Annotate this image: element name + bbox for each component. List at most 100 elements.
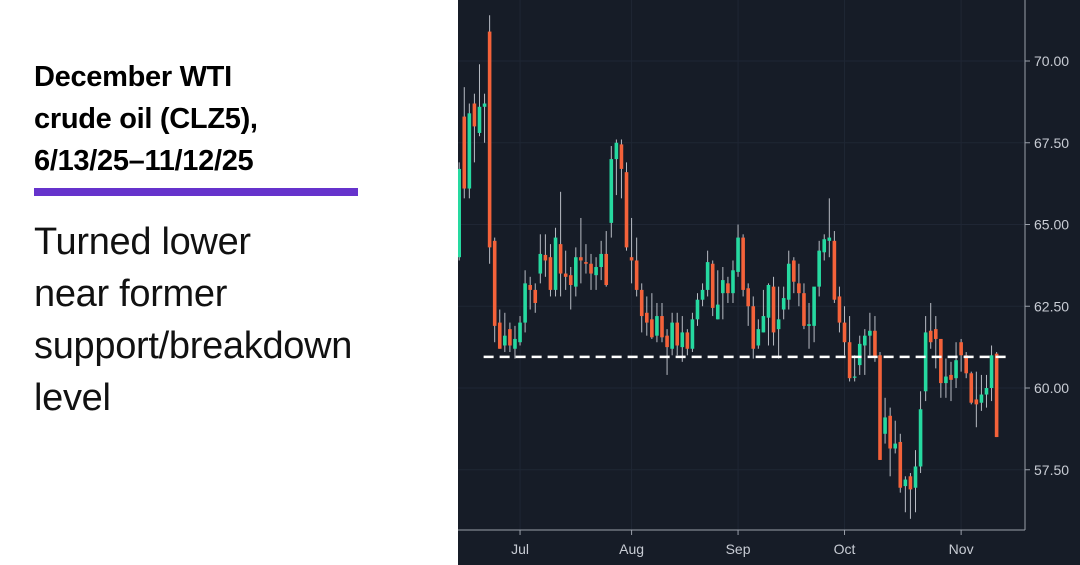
candle-body [939, 338, 943, 384]
y-tick-label: 62.50 [1034, 298, 1069, 314]
candle-body [949, 374, 953, 380]
y-tick-label: 67.50 [1034, 135, 1069, 151]
candle-body [908, 476, 913, 490]
candle-body [634, 260, 639, 290]
candle-body [508, 329, 512, 346]
y-tick-label: 60.00 [1034, 380, 1069, 396]
candle-body [878, 355, 882, 460]
candle-body [538, 253, 543, 274]
candle-body [802, 293, 806, 326]
candle-body [503, 335, 507, 346]
candle-body [492, 240, 497, 326]
candle-body [458, 168, 461, 258]
candle-body [857, 343, 862, 366]
candle-body [518, 322, 522, 343]
candle-body [852, 376, 857, 378]
candle-body [574, 257, 578, 287]
candle-body [883, 417, 887, 434]
candle-body [629, 257, 634, 261]
y-tick-label: 70.00 [1034, 53, 1069, 69]
annotation-line: Turned lower [34, 221, 251, 263]
candle-body [543, 254, 548, 261]
candle-body [994, 353, 999, 438]
candle-body [685, 332, 690, 349]
candle-body [487, 31, 492, 248]
candle-body [913, 466, 918, 488]
y-tick-label: 65.00 [1034, 217, 1069, 233]
candle-body [761, 316, 766, 333]
candle-body [812, 286, 816, 326]
candle-body [497, 322, 502, 349]
candle-body [822, 239, 827, 253]
chart-background [458, 0, 1080, 565]
chart-title: December WTI crude oil (CLZ5), 6/13/25–1… [34, 56, 434, 182]
candle-body [756, 329, 761, 346]
candle-body [533, 289, 538, 303]
candle-body [553, 237, 558, 290]
candle-body [609, 159, 614, 223]
candle-body [792, 260, 796, 282]
candle-body [660, 316, 664, 338]
candle-body [675, 322, 680, 346]
candle-body [599, 253, 603, 268]
candle-body [979, 394, 984, 403]
candle-body [731, 270, 735, 294]
annotation-line: near former [34, 273, 228, 315]
candle-body [944, 376, 948, 384]
candle-body [873, 330, 877, 357]
candle-body [959, 342, 963, 356]
title-line: 6/13/25–11/12/25 [34, 145, 254, 177]
candle-body [558, 244, 563, 274]
candle-body [766, 284, 771, 318]
candle-body [751, 306, 756, 349]
candle-body [771, 286, 776, 333]
candle-body [741, 237, 745, 290]
candle-body [776, 319, 781, 330]
candle-body [715, 304, 720, 320]
chart-annotation: Turned lower near former support/breakdo… [34, 216, 444, 424]
candle-body [954, 360, 958, 379]
title-line: crude oil (CLZ5), [34, 103, 258, 135]
candle-body [523, 283, 527, 323]
y-tick-label: 57.50 [1034, 462, 1069, 478]
candle-body [989, 355, 994, 388]
candle-body [726, 283, 730, 294]
candle-body [827, 237, 832, 241]
candle-body [923, 332, 928, 392]
candle-body [624, 172, 629, 248]
candle-body [984, 388, 989, 395]
candle-body [837, 296, 842, 323]
candle-body [786, 263, 791, 300]
candle-body [969, 373, 974, 403]
accent-rule [34, 188, 358, 196]
candle-body [650, 319, 654, 338]
candle-body [680, 332, 685, 348]
candle-body [584, 262, 588, 264]
candle-body [644, 312, 649, 323]
candle-body [903, 479, 908, 487]
candle-body [868, 330, 872, 336]
candle-body [898, 441, 903, 488]
x-tick-label: Oct [834, 541, 856, 557]
candle-body [847, 342, 852, 379]
candle-body [933, 329, 938, 339]
candle-body [477, 106, 482, 133]
candle-body [639, 289, 644, 317]
x-tick-label: Aug [619, 541, 644, 557]
x-tick-label: Sep [726, 541, 751, 557]
candle-body [736, 237, 740, 272]
candle-body [568, 275, 573, 285]
candle-body [670, 322, 674, 349]
candlestick-chart: 57.50 60.00 62.50 65.00 67.50 70.00 Jul Aug Sep O… [458, 0, 1080, 565]
annotation-line: support/breakdown [34, 325, 353, 367]
candle-body [589, 263, 593, 274]
candle-body [548, 257, 553, 290]
candle-body [888, 415, 892, 449]
candle-body [974, 399, 979, 405]
candle-body [710, 263, 715, 308]
candle-body [528, 284, 532, 290]
candle-body [918, 409, 923, 467]
candle-body [472, 103, 477, 127]
candle-body [695, 299, 700, 320]
candle-body [928, 330, 933, 343]
